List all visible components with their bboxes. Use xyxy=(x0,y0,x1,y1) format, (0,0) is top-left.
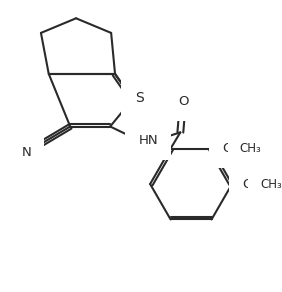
Text: HN: HN xyxy=(138,134,158,147)
Text: N: N xyxy=(21,146,31,159)
Text: O: O xyxy=(242,178,253,190)
Text: CH₃: CH₃ xyxy=(260,178,282,190)
Text: CH₃: CH₃ xyxy=(240,142,261,155)
Text: O: O xyxy=(178,95,189,108)
Text: S: S xyxy=(135,91,144,105)
Text: O: O xyxy=(222,142,232,155)
